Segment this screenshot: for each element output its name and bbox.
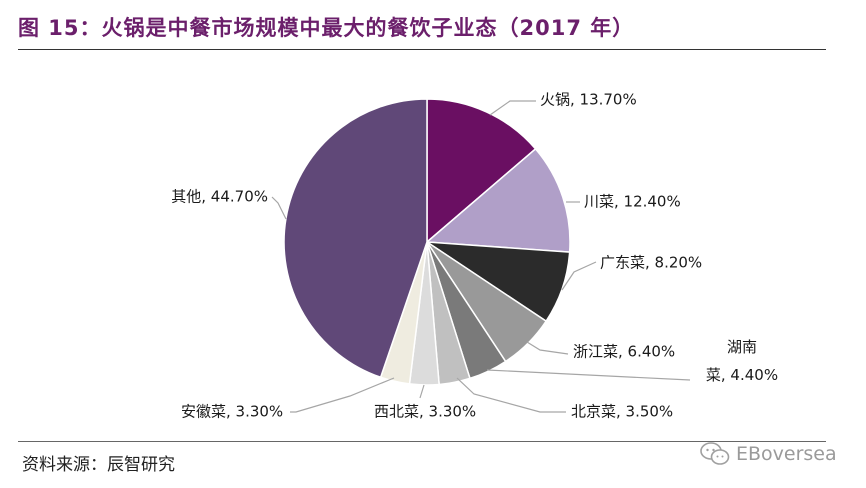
slice-label-2: 广东菜, 8.20% bbox=[600, 254, 702, 272]
slice-label-8: 其他, 44.70% bbox=[171, 188, 268, 206]
leader-line-2 bbox=[561, 261, 597, 291]
leader-lines bbox=[271, 100, 691, 413]
slice-labels: 火锅, 13.70% 川菜, 12.40% 广东菜, 8.20% 浙江菜, 6.40%… bbox=[171, 91, 778, 421]
watermark: EBoversea bbox=[700, 441, 837, 467]
watermark-text: EBoversea bbox=[736, 443, 837, 465]
chat-bubbles-icon bbox=[700, 442, 730, 465]
leader-line-4 bbox=[486, 369, 691, 381]
source-note: 资料来源：辰智研究 bbox=[22, 455, 175, 475]
slice-label-3: 浙江菜, 6.40% bbox=[573, 343, 675, 361]
leader-line-5 bbox=[456, 377, 566, 413]
slice-label-1: 川菜, 12.40% bbox=[584, 193, 681, 211]
slice-label-6: 西北菜, 3.30% bbox=[374, 403, 476, 421]
leader-line-8 bbox=[271, 196, 287, 220]
leader-line-6 bbox=[419, 384, 425, 399]
slice-label-0: 火锅, 13.70% bbox=[540, 91, 637, 109]
title-divider bbox=[18, 49, 826, 50]
leader-line-7 bbox=[290, 377, 395, 413]
slice-label-7: 安徽菜, 3.30% bbox=[181, 403, 283, 421]
slice-label-5: 北京菜, 3.50% bbox=[571, 403, 673, 421]
slice-label-4: 湖南菜, 4.40% bbox=[706, 338, 778, 384]
leader-line-3 bbox=[526, 341, 569, 355]
pie-slice-1 bbox=[425, 147, 571, 253]
source-divider bbox=[18, 441, 826, 442]
figure-title: 图 15：火锅是中餐市场规模中最大的餐饮子业态（2017 年） bbox=[18, 16, 635, 40]
pie-slice-0 bbox=[426, 98, 537, 244]
leader-line-0 bbox=[489, 100, 536, 116]
